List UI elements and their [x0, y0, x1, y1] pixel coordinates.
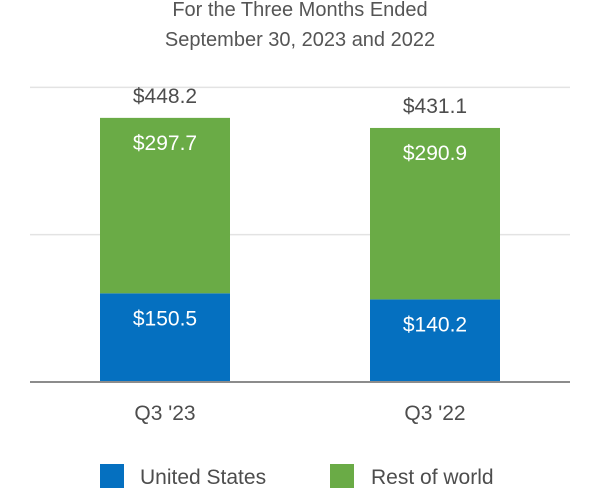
bar-rest-of-world-1	[100, 117, 230, 294]
legend: United States Rest of world	[100, 464, 494, 489]
x-axis-tick-labels: Q3 '23 Q3 '22	[134, 402, 465, 425]
legend-swatch-united-states	[100, 464, 124, 488]
legend-label-united-states: United States	[140, 466, 266, 489]
legend-label-rest-of-world: Rest of world	[371, 466, 494, 489]
chart-title-line-1: For the Three Months Ended	[172, 0, 427, 21]
data-label-united-states-1: $150.5	[133, 307, 197, 330]
bar-labels: $150.5 $297.7 $448.2 $140.2 $290.9 $431.1	[133, 85, 467, 337]
chart-title: For the Three Months Ended September 30,…	[165, 0, 435, 51]
bar-rest-of-world-2	[370, 127, 500, 300]
x-tick-label-1: Q3 '23	[134, 402, 195, 425]
x-tick-label-2: Q3 '22	[404, 402, 465, 425]
bar-united-states-1	[100, 293, 230, 382]
total-label-1: $448.2	[133, 85, 197, 108]
bar-united-states-2	[370, 299, 500, 382]
data-label-rest-of-world-2: $290.9	[403, 142, 467, 165]
total-label-2: $431.1	[403, 95, 467, 118]
bars	[100, 117, 500, 382]
chart-title-line-2: September 30, 2023 and 2022	[165, 29, 435, 51]
data-label-united-states-2: $140.2	[403, 313, 467, 336]
data-label-rest-of-world-1: $297.7	[133, 132, 197, 155]
legend-swatch-rest-of-world	[330, 464, 354, 488]
